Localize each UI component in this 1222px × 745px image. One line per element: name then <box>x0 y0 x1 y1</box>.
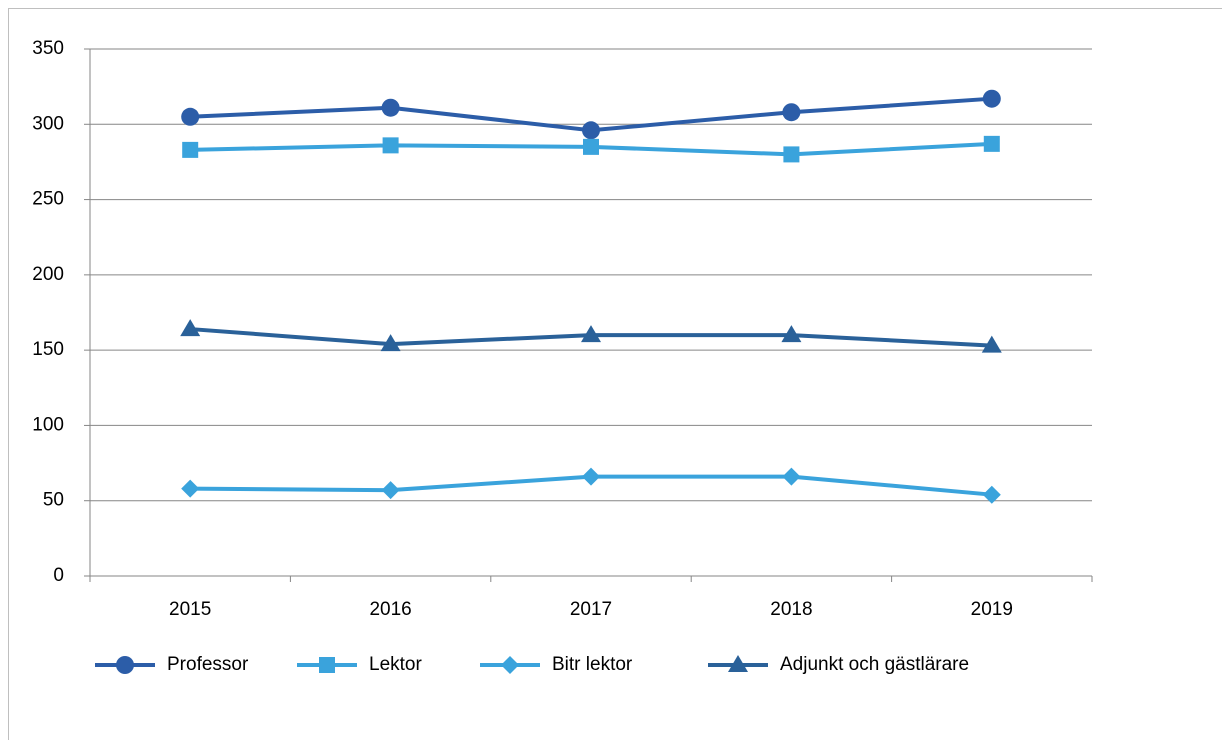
legend-marker <box>501 656 519 674</box>
data-point <box>783 146 799 162</box>
data-point <box>180 319 200 336</box>
y-tick-label: 0 <box>53 565 64 586</box>
y-tick-label: 300 <box>32 113 64 134</box>
data-point <box>383 137 399 153</box>
data-point <box>983 90 1001 108</box>
legend-label: Adjunkt och gästlärare <box>780 654 969 675</box>
x-tick-label: 2017 <box>570 599 612 620</box>
data-point <box>181 480 199 498</box>
data-point <box>182 142 198 158</box>
data-point <box>382 99 400 117</box>
y-tick-label: 100 <box>32 414 64 435</box>
legend-marker <box>116 656 134 674</box>
data-point <box>984 136 1000 152</box>
legend-label: Bitr lektor <box>552 654 633 675</box>
data-point <box>583 139 599 155</box>
y-tick-label: 350 <box>32 38 64 59</box>
legend-label: Professor <box>167 654 249 675</box>
x-tick-label: 2019 <box>971 599 1013 620</box>
y-tick-label: 150 <box>32 339 64 360</box>
y-tick-label: 50 <box>43 490 64 511</box>
data-point <box>582 121 600 139</box>
legend-marker <box>319 657 335 673</box>
x-tick-label: 2016 <box>369 599 411 620</box>
legend-label: Lektor <box>369 654 422 675</box>
y-tick-label: 250 <box>32 189 64 210</box>
data-point <box>382 481 400 499</box>
data-point <box>582 468 600 486</box>
x-tick-label: 2018 <box>770 599 812 620</box>
data-point <box>782 468 800 486</box>
x-tick-label: 2015 <box>169 599 211 620</box>
data-point <box>181 108 199 126</box>
y-tick-label: 200 <box>32 264 64 285</box>
data-point <box>782 103 800 121</box>
